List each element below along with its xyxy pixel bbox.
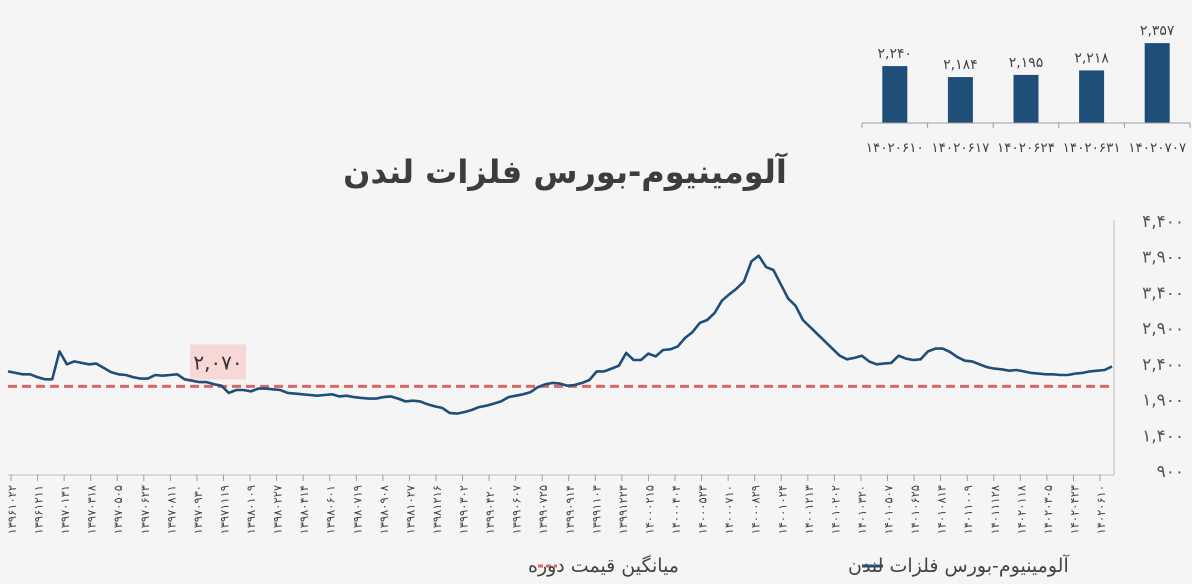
y-tick-label: ۳,۹۰۰ [1142, 248, 1184, 268]
x-tick-label: ۱۳۹۸۰۹۰۸ [377, 485, 391, 534]
aluminum-price-line [7, 254, 1113, 415]
x-tick-label: ۱۴۰۰۰۷۱۰ [722, 485, 736, 534]
legend-average-label: میانگین قیمت دوره [528, 554, 679, 577]
inset-bar-value-label: ۲,۲۱۸ [1074, 50, 1109, 66]
inset-bar-value-label: ۲,۱۸۴ [943, 57, 978, 73]
x-tick-label: ۱۳۹۹۰۶۰۷ [510, 485, 524, 534]
x-tick-label: ۱۴۰۲۰۶۱۰ [1094, 485, 1108, 534]
inset-bar-category-label: ۱۴۰۲۰۶۱۷ [931, 140, 989, 156]
x-tick-label: ۱۳۹۹۰۳۰۲ [457, 485, 471, 534]
inset-bar-category-label: ۱۴۰۲۰۶۱۰ [866, 140, 924, 156]
x-tick-label: ۱۴۰۰۱۰۲۴ [775, 485, 789, 534]
y-tick-label: ۴,۴۰۰ [1142, 212, 1184, 232]
legend: آلومینیوم-بورس فلزات لندن میانگین قیمت د… [528, 553, 1069, 577]
x-tick-label: ۱۳۹۷۰۶۲۳ [138, 485, 152, 534]
inset-bar-category-label: ۱۴۰۲۰۷۰۷ [1128, 140, 1186, 156]
inset-bar-chart: ۲,۲۴۰ ۲,۱۸۴ ۲,۱۹۵ ۲,۲۱۸ ۲,۳۵۷ ۱۴۰۲۰۶۱۰ ۱۴۰۲۰۶… [861, 23, 1191, 156]
x-tick-label: ۱۴۰۱۱۰۰۹ [961, 485, 975, 534]
x-tick-label: ۱۳۹۸۰۶۰۱ [324, 485, 338, 534]
x-tick-label: ۱۴۰۱۰۳۲۰ [855, 485, 869, 534]
inset-bar-category-label: ۱۴۰۲۰۶۲۴ [997, 140, 1055, 156]
inset-bar-category-label: ۱۴۰۲۰۶۳۱ [1063, 140, 1121, 156]
x-tick-label: ۱۳۹۸۰۴۱۴ [297, 485, 311, 534]
x-tick-label: ۱۳۹۸۱۰۲۷ [403, 485, 417, 534]
y-tick-label: ۱,۹۰۰ [1142, 391, 1184, 411]
x-tick-label: ۱۴۰۲۰۴۲۳ [1067, 485, 1081, 534]
x-tick-label: ۱۳۹۸۱۲۱۶ [430, 485, 444, 534]
y-tick-label: ۳,۴۰۰ [1142, 283, 1184, 303]
x-tick-label: ۱۳۹۷۱۱۱۹ [217, 485, 231, 534]
x-tick-label: ۱۳۹۷۰۱۳۱ [58, 485, 72, 534]
x-tick-label: ۱۴۰۰۰۴۰۴ [669, 485, 683, 534]
x-tick-label: ۱۳۹۷۰۳۱۸ [85, 485, 99, 534]
y-tick-label: ۱,۴۰۰ [1142, 426, 1184, 446]
inset-bar [1144, 43, 1170, 124]
x-tick-label: ۱۳۹۸۰۷۱۹ [350, 485, 364, 534]
main-line-chart: ۹۰۰ ۱,۴۰۰ ۱,۹۰۰ ۲,۴۰۰ ۲,۹۰۰ ۳,۴۰۰ ۳,۹۰۰ ۴,۴۰۰ ۱… [5, 212, 1184, 534]
x-tick-label: ۱۴۰۲۰۱۱۸ [1014, 485, 1028, 534]
x-tick-label: ۱۳۹۸۰۱۰۹ [244, 485, 258, 534]
x-tick-label: ۱۴۰۱۰۸۱۳ [935, 485, 949, 534]
x-tick-label: ۱۳۹۷۰۸۱۱ [164, 485, 178, 534]
y-tick-label: ۲,۴۰۰ [1142, 355, 1184, 375]
x-tick-label: ۱۴۰۲۰۳۰۵ [1041, 485, 1055, 534]
x-tick-label: ۱۳۹۸۰۲۲۷ [271, 485, 285, 534]
legend-price-label: آلومینیوم-بورس فلزات لندن [848, 553, 1069, 577]
x-tick-label: ۱۳۹۷۰۹۳۰ [191, 485, 205, 534]
y-tick-label: ۲,۹۰۰ [1142, 319, 1184, 339]
inset-bar [1013, 74, 1039, 123]
inset-bar [947, 77, 973, 123]
inset-bar [1079, 70, 1105, 123]
x-tick-label: ۱۳۹۷۰۵۰۵ [111, 485, 125, 534]
y-tick-label: ۹۰۰ [1157, 462, 1184, 482]
x-tick-label: ۱۴۰۱۰۶۲۵ [908, 485, 922, 534]
x-tick-label: ۱۴۰۱۰۲۰۲ [828, 485, 842, 534]
x-tick-label: ۱۴۰۰۰۸۲۹ [749, 485, 763, 534]
x-tick-label: ۱۳۹۹۰۷۲۵ [536, 485, 550, 534]
inset-bar [882, 66, 908, 123]
x-tick-label: ۱۴۰۱۱۱۲۸ [988, 485, 1002, 534]
x-tick-label: ۱۴۰۱۰۵۰۷ [882, 485, 896, 534]
x-tick-label: ۱۴۰۰۰۲۱۵ [642, 485, 656, 534]
average-value-badge [190, 344, 246, 380]
inset-bar-value-label: ۲,۱۹۵ [1009, 55, 1044, 71]
x-tick-label: ۱۳۹۹۱۲۲۳ [616, 485, 630, 534]
x-tick-label: ۱۴۰۰۱۲۱۳ [802, 485, 816, 534]
x-tick-label: ۱۳۹۶۱۲۱۱ [32, 485, 46, 534]
x-tick-label: ۱۳۹۹۰۴۲۰ [483, 485, 497, 534]
average-value-label: ۲,۰۷۰ [193, 350, 242, 374]
x-tick-label: ۱۴۰۰۰۵۲۳ [696, 485, 710, 534]
x-tick-label: ۱۳۹۶۱۰۲۲ [5, 485, 19, 534]
chart-title: آلومینیوم-بورس فلزات لندن [343, 152, 788, 191]
inset-bar-value-label: ۲,۲۴۰ [878, 46, 913, 62]
x-tick-label: ۱۳۹۹۰۹۱۴ [563, 485, 577, 534]
x-tick-label: ۱۳۹۹۱۱۰۳ [589, 485, 603, 534]
inset-bar-value-label: ۲,۳۵۷ [1140, 23, 1175, 39]
